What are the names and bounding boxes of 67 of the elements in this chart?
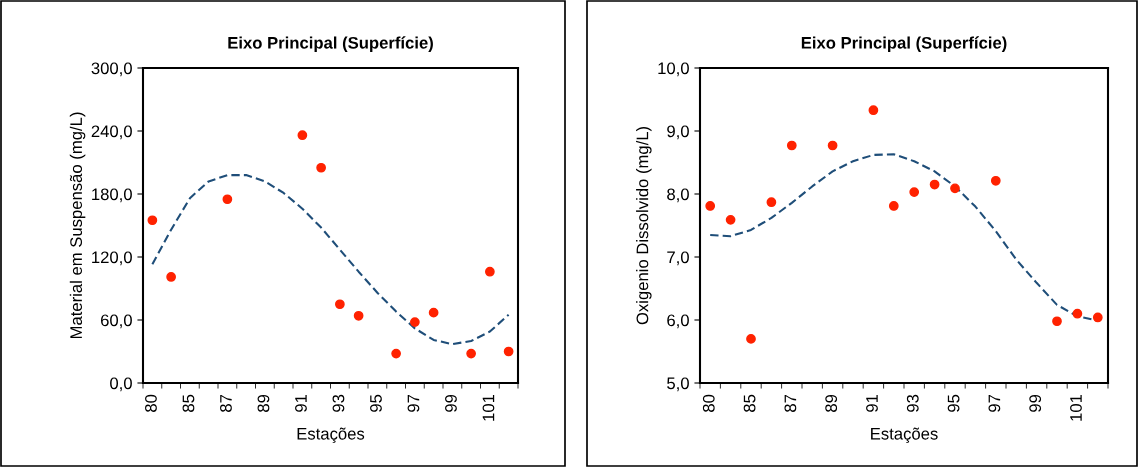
x-tick-label: 87	[784, 394, 797, 412]
point	[909, 187, 920, 197]
point	[725, 214, 736, 225]
point	[1072, 308, 1083, 319]
point	[503, 346, 514, 357]
x-tick-label: 85	[182, 394, 195, 412]
y-tick-label: 7,0	[667, 251, 689, 266]
point	[990, 175, 1001, 186]
x-tick-label: 93	[332, 394, 345, 412]
chart-title: Eixo Principal (Superfície)	[801, 36, 1007, 53]
point	[410, 317, 420, 327]
x-tick-label: 97	[988, 394, 1001, 412]
point	[147, 215, 158, 226]
x-tick-label: 99	[1029, 394, 1042, 412]
y-tick-label: 0,0	[110, 377, 132, 392]
x-axis-title: Estações	[297, 427, 365, 444]
point	[353, 310, 364, 321]
y-axis-title: Material em Suspensão (mg/L)	[69, 112, 86, 339]
x-tick-label: 87	[220, 394, 232, 412]
point	[950, 183, 960, 194]
y-tick-label: 180,0	[92, 188, 132, 203]
point	[222, 194, 233, 205]
x-tick-label: 80	[145, 394, 157, 412]
y-tick-label: 60,0	[100, 314, 132, 329]
x-tick-label: 101	[1070, 394, 1082, 421]
y-tick-label: 10,0	[658, 62, 689, 77]
point	[705, 201, 716, 211]
x-tick-label: 89	[825, 394, 838, 412]
point	[428, 307, 439, 318]
x-tick-label: 91	[866, 394, 878, 412]
point	[466, 348, 476, 359]
x-tick-label: 97	[407, 394, 420, 412]
x-tick-label: 91	[295, 394, 307, 412]
x-tick-label: 95	[370, 394, 382, 412]
point	[316, 162, 326, 173]
point	[297, 130, 308, 141]
y-tick-label: 300,0	[91, 62, 132, 77]
x-tick-label: 89	[257, 394, 270, 412]
point	[766, 197, 777, 208]
point	[166, 272, 176, 282]
point	[1052, 316, 1062, 327]
point	[1092, 312, 1103, 323]
y-tick-label: 6,0	[667, 314, 689, 329]
x-tick-label: 95	[947, 394, 960, 412]
point	[485, 266, 495, 277]
y-tick-label: 240,0	[91, 125, 132, 140]
x-tick-label: 80	[702, 394, 715, 412]
y-tick-label: 9,0	[667, 125, 689, 140]
point	[929, 179, 940, 190]
x-axis-title: Estações	[871, 427, 938, 444]
point	[827, 140, 838, 151]
point	[868, 105, 879, 116]
x-tick-label: 85	[743, 394, 756, 412]
point	[335, 299, 345, 310]
x-tick-label: 99	[445, 394, 457, 412]
y-tick-label: 120,0	[92, 251, 132, 266]
point	[786, 140, 797, 151]
line-series	[151, 174, 510, 346]
y-tick-label: 5,0	[667, 377, 689, 392]
y-tick-label: 8,0	[667, 188, 689, 203]
point	[746, 334, 756, 344]
y-axis-title: Oxigenio Dissolvido (mg/L)	[636, 126, 652, 325]
x-tick-label: 101	[482, 394, 495, 421]
chart-title: Eixo Principal (Superfície)	[228, 36, 433, 53]
point	[391, 348, 401, 359]
point	[888, 201, 899, 211]
x-tick-label: 93	[906, 394, 919, 412]
